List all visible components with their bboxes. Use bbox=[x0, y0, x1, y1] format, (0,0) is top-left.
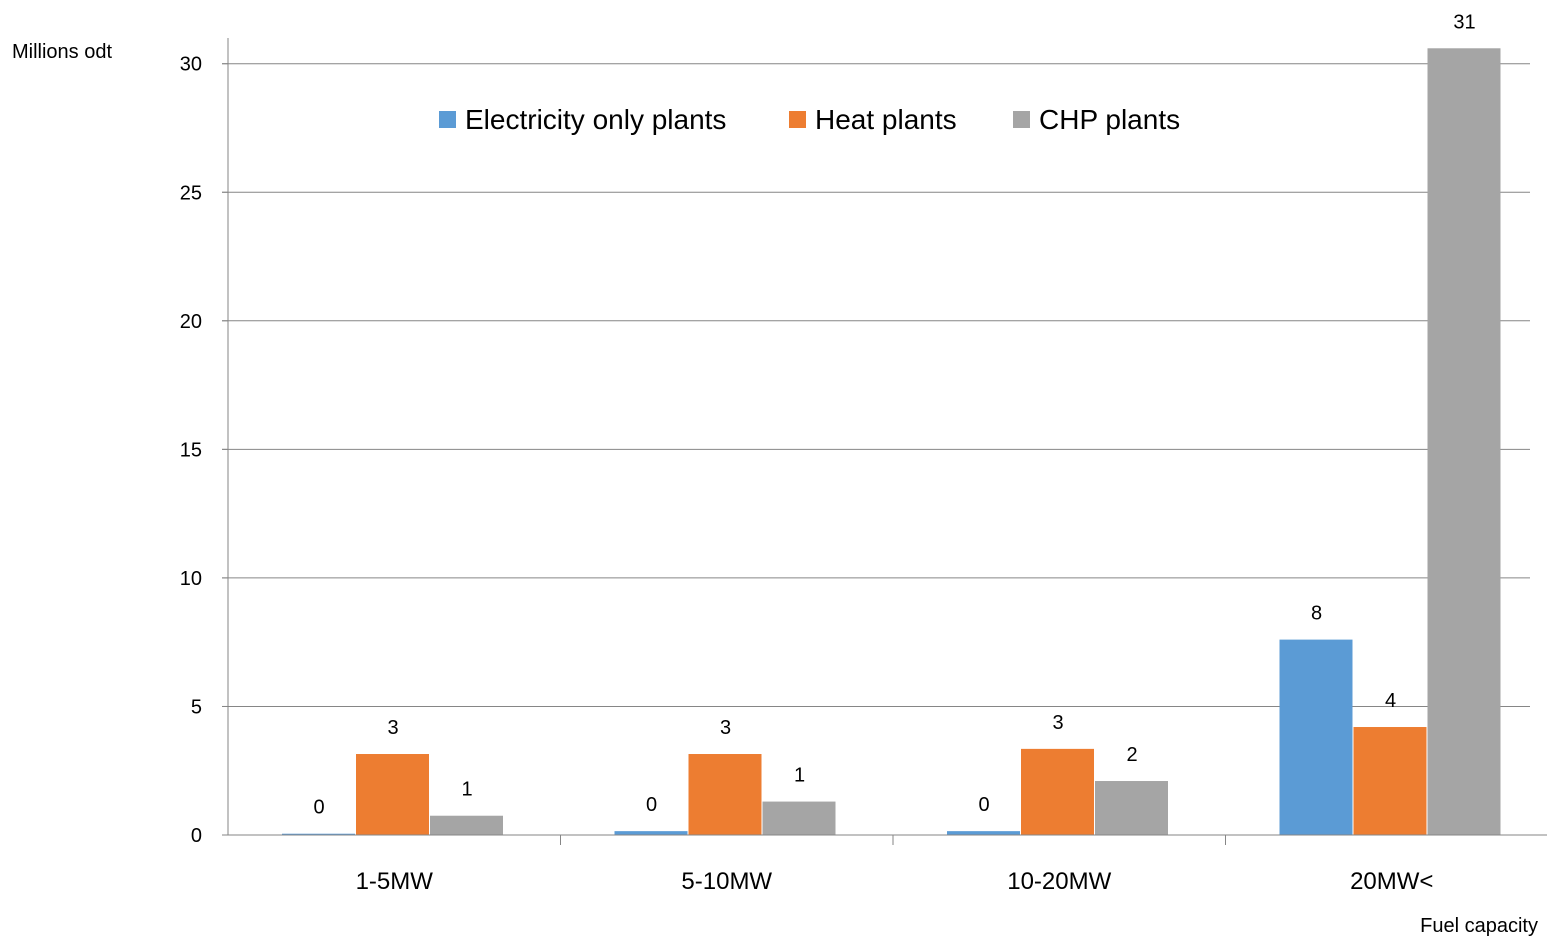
gridlines bbox=[222, 63, 1530, 836]
legend-entry: Electricity only plants bbox=[465, 104, 726, 135]
y-tick-label: 0 bbox=[191, 825, 202, 847]
data-label: 4 bbox=[1385, 690, 1396, 712]
y-tick-label: 10 bbox=[180, 568, 202, 590]
bars bbox=[282, 48, 1501, 835]
legend-entry: Heat plants bbox=[815, 104, 957, 135]
x-tick-label: 20MW< bbox=[1350, 868, 1433, 895]
bar-chp-plants bbox=[1095, 781, 1168, 835]
bar-heat-plants bbox=[1021, 748, 1094, 835]
y-tick-label: 30 bbox=[180, 54, 202, 76]
legend-entry: CHP plants bbox=[1039, 104, 1180, 135]
x-axis-label: Fuel capacity bbox=[1420, 915, 1538, 937]
data-label: 0 bbox=[313, 797, 324, 819]
x-tick-label: 10-20MW bbox=[1007, 868, 1111, 895]
bar-heat-plants bbox=[1353, 727, 1427, 835]
x-tick-label: 5-10MW bbox=[681, 868, 772, 895]
x-tick-label: 1-5MW bbox=[356, 868, 434, 895]
y-tick-label: 5 bbox=[191, 696, 202, 718]
data-label: 3 bbox=[1052, 712, 1063, 734]
bar-heat-plants bbox=[688, 754, 762, 835]
data-label: 1 bbox=[461, 779, 472, 801]
y-tick-label: 15 bbox=[180, 439, 202, 461]
legend-swatch bbox=[439, 111, 456, 128]
legend-swatch bbox=[789, 111, 806, 128]
bar-chp-plants bbox=[762, 801, 836, 835]
bar-chp-plants bbox=[1427, 48, 1501, 835]
data-label: 31 bbox=[1453, 11, 1475, 33]
bar-electricity-only-plants bbox=[282, 833, 355, 835]
bar-chp-plants bbox=[430, 815, 503, 835]
bar-electricity-only-plants bbox=[1279, 639, 1353, 835]
data-label: 2 bbox=[1126, 744, 1137, 766]
y-tick-label: 25 bbox=[180, 182, 202, 204]
y-tick-label: 20 bbox=[180, 311, 202, 333]
legend-swatch bbox=[1013, 111, 1030, 128]
data-label: 3 bbox=[720, 717, 731, 739]
data-label: 1 bbox=[794, 765, 805, 787]
y-axis-label: Millions odt bbox=[12, 41, 112, 63]
data-label: 8 bbox=[1311, 603, 1322, 625]
data-label: 0 bbox=[646, 794, 657, 816]
bar-electricity-only-plants bbox=[947, 831, 1020, 835]
bar-electricity-only-plants bbox=[614, 831, 688, 835]
data-label: 3 bbox=[387, 717, 398, 739]
bar-heat-plants bbox=[356, 754, 429, 835]
data-label: 0 bbox=[978, 794, 989, 816]
legend: Electricity only plants Heat plants CHP pl… bbox=[439, 104, 1180, 135]
